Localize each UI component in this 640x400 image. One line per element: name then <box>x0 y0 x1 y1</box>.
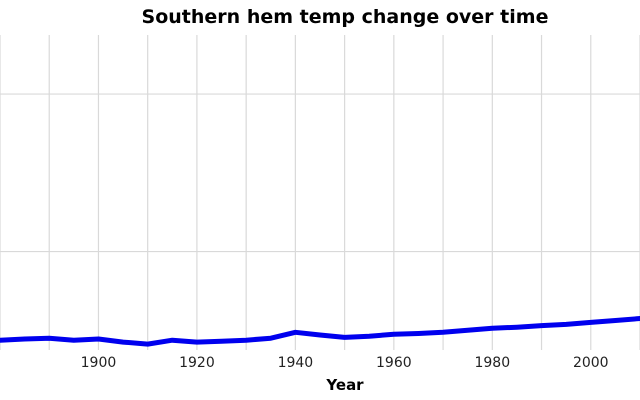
x-tick-label: 1980 <box>474 355 510 371</box>
series-line <box>0 316 640 347</box>
grid <box>0 35 640 350</box>
x-axis-ticks: 1900 1920 1940 1960 1980 2000 <box>81 355 609 371</box>
x-tick-label: 1940 <box>278 355 314 371</box>
x-tick-label: 1920 <box>179 355 215 371</box>
x-tick-label: 1960 <box>376 355 412 371</box>
x-tick-label: 1900 <box>81 355 117 371</box>
chart-title: Southern hem temp change over time <box>142 6 549 28</box>
x-tick-label: 2000 <box>573 355 609 371</box>
x-axis-label: Year <box>325 376 364 394</box>
series-layer <box>0 316 640 347</box>
